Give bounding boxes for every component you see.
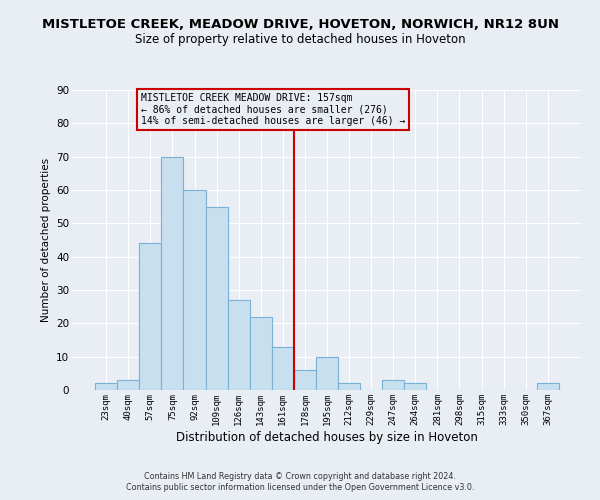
Bar (161, 156, 184, 390)
Bar (95, 384, 117, 390)
Text: Contains HM Land Registry data © Crown copyright and database right 2024.: Contains HM Land Registry data © Crown c… (144, 472, 456, 481)
Bar (250, 316, 272, 390)
Bar (139, 244, 161, 390)
Bar (537, 384, 559, 390)
Text: Contains public sector information licensed under the Open Government Licence v3: Contains public sector information licen… (126, 484, 474, 492)
Bar (316, 356, 338, 390)
Bar (338, 384, 360, 390)
Bar (184, 190, 206, 390)
Bar (227, 300, 250, 390)
Bar (382, 380, 404, 390)
Bar (117, 380, 139, 390)
Text: MISTLETOE CREEK, MEADOW DRIVE, HOVETON, NORWICH, NR12 8UN: MISTLETOE CREEK, MEADOW DRIVE, HOVETON, … (41, 18, 559, 30)
Bar (404, 384, 427, 390)
Y-axis label: Number of detached properties: Number of detached properties (41, 158, 50, 322)
Text: MISTLETOE CREEK MEADOW DRIVE: 157sqm
← 86% of detached houses are smaller (276)
: MISTLETOE CREEK MEADOW DRIVE: 157sqm ← 8… (141, 93, 405, 126)
Text: Size of property relative to detached houses in Hoveton: Size of property relative to detached ho… (134, 32, 466, 46)
Bar (272, 346, 294, 390)
Bar (206, 206, 227, 390)
X-axis label: Distribution of detached houses by size in Hoveton: Distribution of detached houses by size … (176, 430, 478, 444)
Bar (294, 370, 316, 390)
